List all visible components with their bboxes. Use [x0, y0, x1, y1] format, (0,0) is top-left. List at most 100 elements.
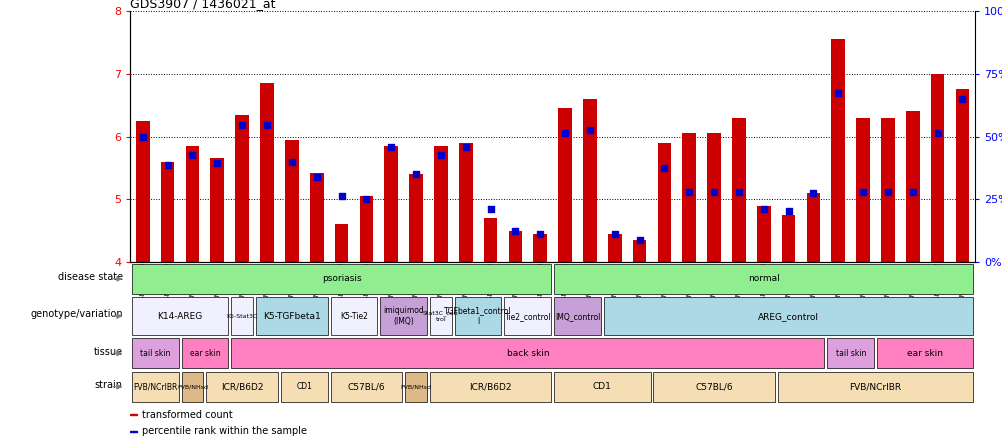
Text: ICR/B6D2: ICR/B6D2	[469, 382, 511, 391]
Bar	[881, 118, 894, 262]
Text: Tie2_control: Tie2_control	[504, 312, 550, 321]
Text: K5-Tie2: K5-Tie2	[340, 312, 368, 321]
Point	[879, 188, 895, 195]
Text: tail skin: tail skin	[140, 349, 170, 358]
Text: C57BL/6: C57BL/6	[694, 382, 732, 391]
Bar	[706, 133, 720, 262]
Bar	[335, 224, 348, 262]
Bar	[131, 297, 228, 335]
Bar	[405, 372, 427, 402]
Bar	[876, 338, 973, 369]
Point	[259, 122, 275, 129]
Point	[655, 164, 671, 171]
Bar	[558, 108, 571, 262]
Bar	[130, 414, 136, 415]
Point	[780, 207, 796, 214]
Bar	[331, 372, 402, 402]
Text: ear skin: ear skin	[189, 349, 220, 358]
Bar	[856, 118, 869, 262]
Bar	[430, 372, 551, 402]
Point	[606, 230, 622, 237]
Text: transformed count: transformed count	[142, 410, 233, 420]
Point	[433, 152, 449, 159]
Bar	[603, 297, 973, 335]
Bar	[430, 297, 451, 335]
Bar	[310, 173, 324, 262]
Text: CD1: CD1	[296, 382, 312, 391]
Bar	[831, 40, 845, 262]
Bar	[607, 234, 621, 262]
Bar	[185, 146, 199, 262]
Bar	[210, 159, 223, 262]
Text: K5-Stat3C: K5-Stat3C	[226, 313, 258, 319]
Bar	[905, 111, 919, 262]
Bar	[657, 143, 670, 262]
Bar	[409, 174, 423, 262]
Point	[855, 188, 871, 195]
Bar	[508, 230, 522, 262]
Point	[680, 188, 696, 195]
Bar	[130, 431, 136, 432]
Bar	[131, 264, 551, 294]
Text: percentile rank within the sample: percentile rank within the sample	[142, 426, 308, 436]
Bar	[731, 118, 745, 262]
Bar	[483, 218, 497, 262]
Bar	[131, 372, 178, 402]
Bar	[380, 297, 427, 335]
Text: FVB/NCrIBR: FVB/NCrIBR	[133, 382, 177, 391]
Bar	[160, 162, 174, 262]
Text: tissue: tissue	[93, 347, 122, 357]
Bar	[231, 338, 824, 369]
Text: C57BL/6: C57BL/6	[348, 382, 385, 391]
Point	[929, 130, 945, 137]
Bar	[653, 372, 774, 402]
Bar	[806, 193, 820, 262]
Bar	[384, 146, 398, 262]
Point	[408, 170, 424, 178]
Point	[631, 237, 647, 244]
Bar	[285, 140, 299, 262]
Text: ear skin: ear skin	[907, 349, 942, 358]
Point	[159, 161, 175, 168]
Bar	[553, 297, 600, 335]
Point	[358, 196, 374, 203]
Bar	[359, 196, 373, 262]
Bar	[955, 90, 968, 262]
Text: GDS3907 / 1436021_at: GDS3907 / 1436021_at	[130, 0, 276, 10]
Bar	[533, 234, 546, 262]
Bar	[459, 143, 472, 262]
Point	[830, 89, 846, 96]
Text: IMQ_control: IMQ_control	[554, 312, 599, 321]
Point	[457, 143, 473, 150]
Text: genotype/variation: genotype/variation	[30, 309, 122, 319]
Bar	[777, 372, 973, 402]
Text: tail skin: tail skin	[835, 349, 865, 358]
Bar	[632, 240, 645, 262]
Point	[309, 174, 325, 181]
Bar	[136, 121, 149, 262]
Text: TGFbeta1_control
l: TGFbeta1_control l	[444, 306, 511, 326]
Bar	[434, 146, 447, 262]
Text: normal: normal	[747, 274, 779, 283]
Bar	[553, 264, 973, 294]
Point	[904, 188, 920, 195]
Text: FVB/NHsd: FVB/NHsd	[400, 384, 431, 389]
Point	[482, 205, 498, 212]
Bar	[827, 338, 873, 369]
Bar	[553, 372, 650, 402]
Point	[507, 227, 523, 234]
Text: imiquimod
(IMQ): imiquimod (IMQ)	[383, 306, 424, 326]
Bar	[781, 215, 795, 262]
Bar	[206, 372, 278, 402]
Point	[383, 144, 399, 151]
Point	[284, 158, 300, 165]
Bar	[231, 297, 253, 335]
Point	[705, 188, 721, 195]
Point	[954, 95, 970, 103]
Point	[333, 193, 349, 200]
Text: K5-TGFbeta1: K5-TGFbeta1	[263, 312, 321, 321]
Text: Stat3C_con
trol: Stat3C_con trol	[423, 310, 458, 322]
Text: psoriasis: psoriasis	[322, 274, 361, 283]
Text: AREG_control: AREG_control	[758, 312, 819, 321]
Bar	[281, 372, 328, 402]
